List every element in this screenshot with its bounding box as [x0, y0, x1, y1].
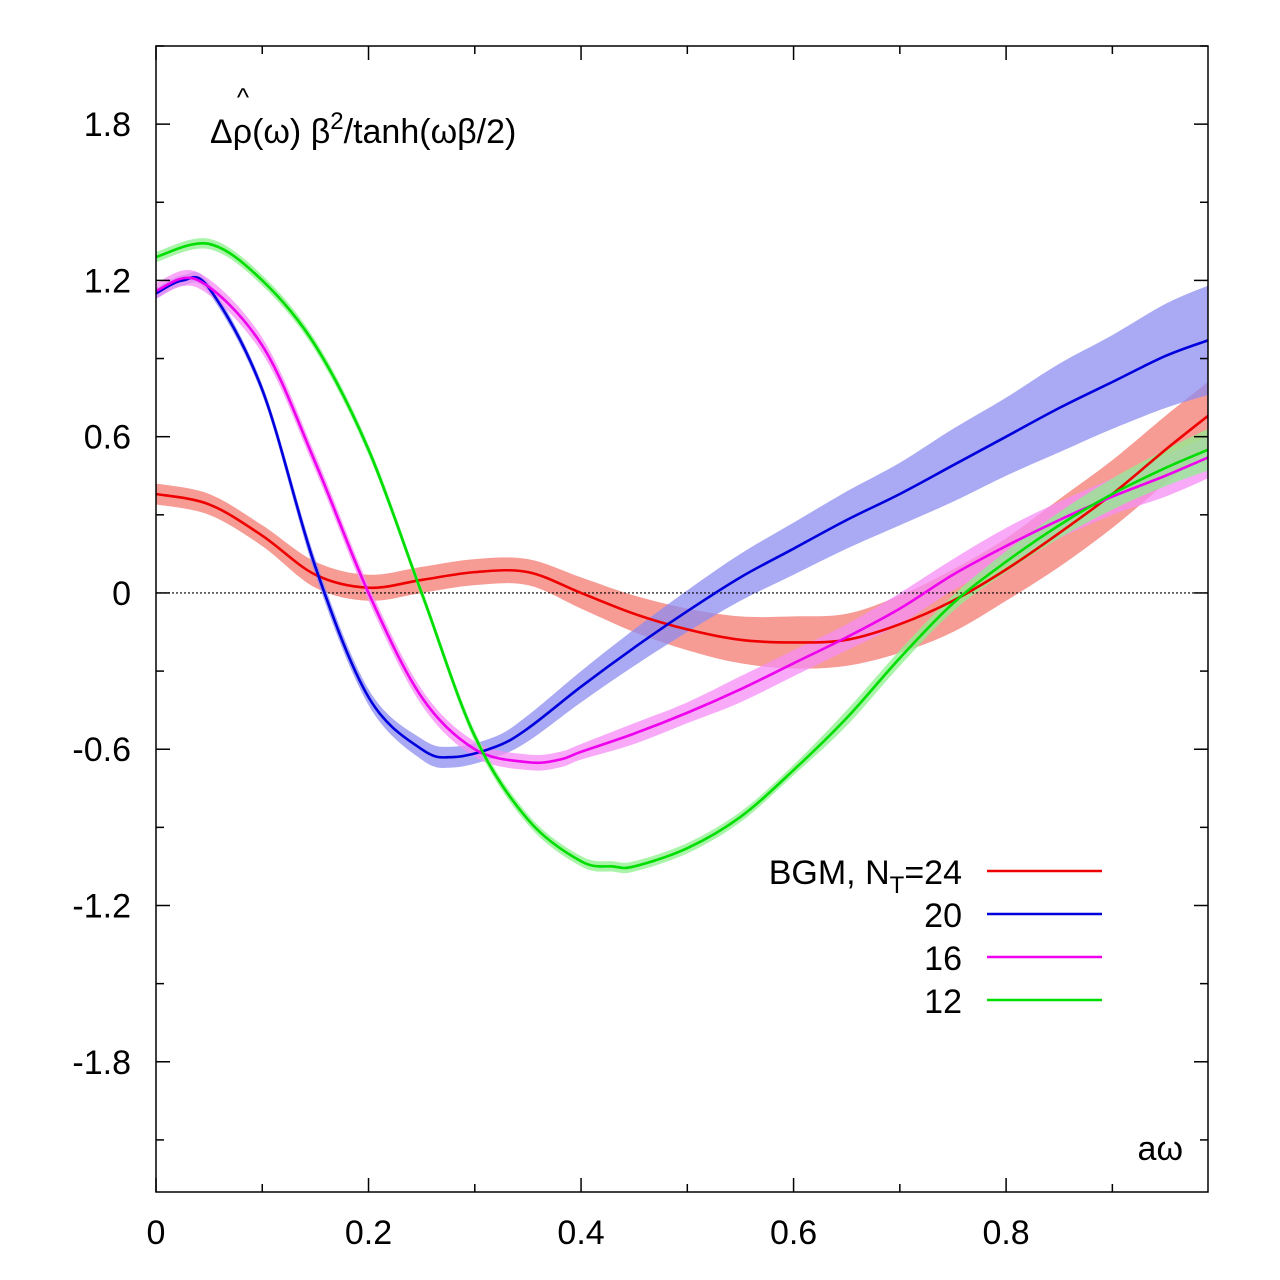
y-tick-label: -0.6 — [72, 731, 131, 769]
axis-ticks — [155, 45, 1208, 1192]
y-tick-label: 1.2 — [84, 262, 131, 300]
x-tick-label: 0.6 — [770, 1214, 817, 1252]
x-tick-label: 0.8 — [982, 1214, 1029, 1252]
y-tick-label: -1.2 — [72, 888, 131, 926]
series-lines — [156, 242, 1208, 870]
error-bands — [156, 238, 1208, 874]
legend-suffix: =24 — [904, 854, 962, 892]
x-tick-label: 0.2 — [345, 1214, 392, 1252]
x-tick-label: 0.4 — [557, 1214, 604, 1252]
legend-label-24: BGM, NT=24 — [769, 854, 962, 899]
y-axis-label: Δρ(ω) β2/tanh(ωβ/2) — [210, 108, 516, 151]
series-line-24 — [156, 414, 1208, 644]
y-tick-label: 0 — [112, 575, 131, 613]
legend-prefix: BGM, N — [769, 854, 890, 892]
x-tick-label: 0 — [147, 1214, 166, 1252]
y-tick-label: 0.6 — [84, 419, 131, 457]
series-line-20 — [156, 275, 1208, 759]
y-label-rho: ρ — [233, 113, 252, 151]
series-line-12 — [156, 242, 1208, 870]
y-label-mid: (ω) β — [252, 113, 330, 151]
x-axis-label: aω — [1138, 1130, 1183, 1168]
legend-label-12: 12 — [924, 983, 962, 1021]
y-label-superscript: 2 — [330, 108, 343, 135]
y-tick-label: -1.8 — [72, 1044, 131, 1082]
y-label-suffix: /tanh(ωβ/2) — [344, 113, 517, 151]
axis-tick-labels: 0 0.2 0.4 0.6 0.8 1.8 1.2 0.6 0 -0.6 -1.2 -1.8 — [72, 106, 1029, 1252]
y-label-delta: Δ — [210, 113, 233, 151]
legend-label-16: 16 — [924, 940, 962, 978]
error-band-24 — [156, 381, 1208, 669]
y-label-hat: ^ — [237, 82, 250, 112]
y-tick-label: 1.8 — [84, 106, 131, 144]
legend-subscript: T — [890, 872, 905, 899]
plot-frame — [155, 45, 1209, 1193]
series-line-16 — [156, 276, 1208, 765]
legend-label-20: 20 — [924, 897, 962, 935]
